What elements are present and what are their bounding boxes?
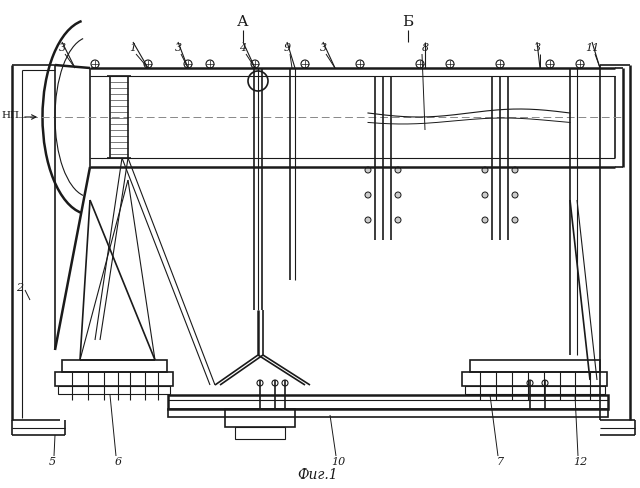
Text: 5: 5 (49, 457, 56, 467)
Circle shape (512, 217, 518, 223)
Text: 2: 2 (17, 283, 24, 293)
Text: 3: 3 (58, 43, 65, 53)
Bar (168, 409, 608, 417)
Circle shape (365, 192, 371, 198)
Circle shape (395, 217, 401, 223)
Text: 4: 4 (239, 43, 246, 53)
Text: Фиг.1: Фиг.1 (298, 468, 339, 482)
Circle shape (482, 167, 488, 173)
Text: 6: 6 (115, 457, 122, 467)
Text: 1: 1 (129, 43, 136, 53)
Bar (62, 360, 167, 372)
Text: 10: 10 (331, 457, 345, 467)
Text: 12: 12 (573, 457, 587, 467)
Bar (235, 427, 285, 439)
Circle shape (482, 217, 488, 223)
Text: 3: 3 (533, 43, 541, 53)
Text: А: А (237, 15, 249, 29)
Circle shape (482, 192, 488, 198)
Text: 3: 3 (319, 43, 326, 53)
Bar (462, 372, 607, 386)
Text: 11: 11 (585, 43, 599, 53)
Bar (168, 395, 608, 409)
Text: 8: 8 (421, 43, 429, 53)
Bar (55, 372, 173, 386)
Text: 7: 7 (497, 457, 504, 467)
Circle shape (365, 217, 371, 223)
Circle shape (395, 167, 401, 173)
Circle shape (395, 192, 401, 198)
Bar (225, 409, 295, 427)
Text: НП: НП (1, 111, 19, 121)
Circle shape (365, 167, 371, 173)
Text: 3: 3 (175, 43, 182, 53)
Text: Б: Б (403, 15, 413, 29)
Bar (465, 386, 605, 394)
Circle shape (512, 192, 518, 198)
Bar (470, 360, 600, 372)
Circle shape (512, 167, 518, 173)
Bar (58, 386, 170, 394)
Text: 9: 9 (284, 43, 291, 53)
